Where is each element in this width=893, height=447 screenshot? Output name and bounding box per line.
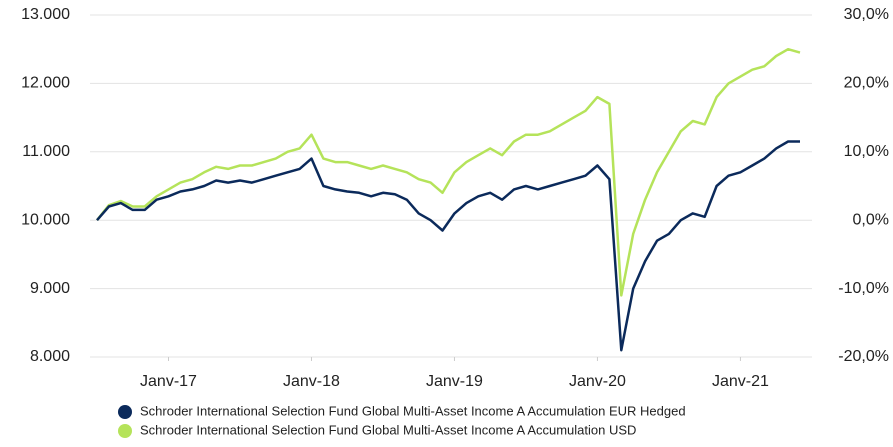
x-tick-label: Janv-18 (283, 373, 340, 390)
y2-tick-label: -10,0% (838, 280, 889, 297)
y2-tick-label: 30,0% (844, 6, 889, 23)
series-line (96, 140, 800, 352)
y-tick-label: 12.000 (21, 75, 70, 92)
y-tick-label: 13.000 (21, 6, 70, 23)
y-tick-label: 11.000 (22, 143, 70, 160)
legend-marker (118, 424, 132, 438)
y-tick-label: 8.000 (30, 348, 70, 365)
y-tick-label: 9.000 (30, 280, 70, 297)
series-line (96, 47, 801, 297)
x-tick-label: Janv-17 (140, 373, 197, 390)
x-tick-label: Janv-20 (569, 373, 626, 390)
legend-label: Schroder International Selection Fund Gl… (140, 422, 636, 437)
y2-tick-label: 10,0% (844, 143, 889, 160)
y2-tick-label: 20,0% (844, 75, 889, 92)
y2-tick-label: -20,0% (838, 348, 889, 365)
x-tick-label: Janv-21 (712, 373, 769, 390)
x-tick-label: Janv-19 (426, 373, 483, 390)
legend-marker (118, 405, 132, 419)
y2-tick-label: 0,0% (853, 211, 889, 228)
y-tick-label: 10.000 (21, 211, 70, 228)
legend-label: Schroder International Selection Fund Gl… (140, 403, 686, 418)
